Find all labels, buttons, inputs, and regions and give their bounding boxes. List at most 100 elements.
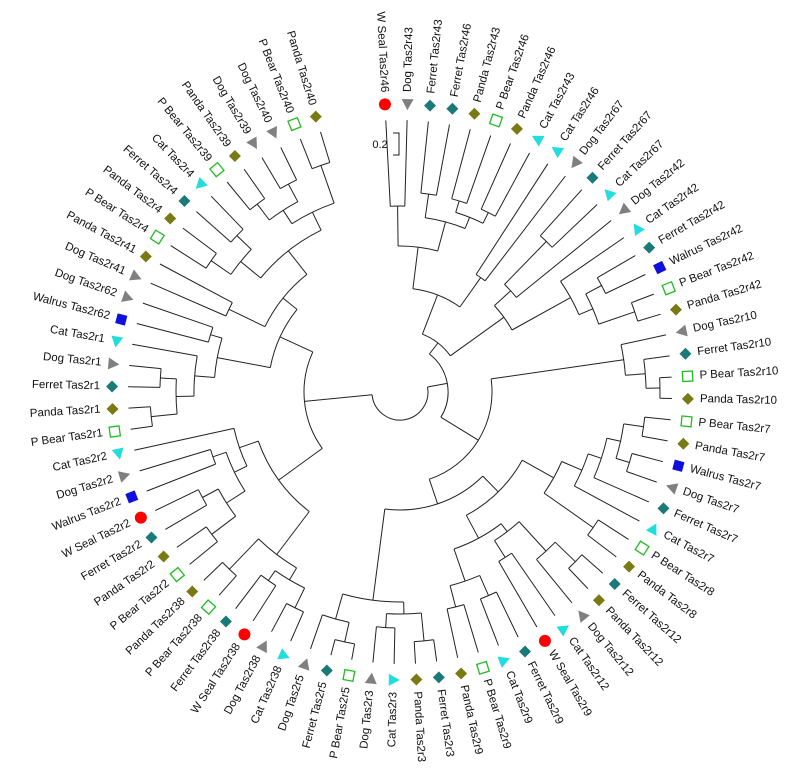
leaf-branch — [539, 189, 583, 237]
internal-branch — [236, 235, 252, 250]
leaf-marker-ferret-icon — [586, 171, 599, 184]
leaf-marker-cat-icon — [645, 523, 657, 536]
leaf-marker-p-bear-icon — [475, 660, 490, 675]
leaf-marker-panda-icon — [669, 303, 682, 316]
internal-branch — [453, 548, 466, 582]
clade-arc — [643, 359, 647, 389]
leaf-branch — [631, 453, 664, 463]
internal-branch — [276, 511, 310, 555]
internal-branch — [482, 212, 489, 224]
leaf-marker-w-seal-icon — [538, 634, 551, 647]
internal-branch — [521, 459, 554, 479]
leaf-marker-p-bear-icon — [108, 425, 122, 438]
leaf-marker-cat-icon — [604, 189, 617, 202]
internal-branch — [294, 587, 306, 609]
clade-arc — [480, 208, 496, 217]
clade-arc — [420, 192, 437, 196]
clade-arc — [425, 217, 466, 229]
internal-branch — [256, 203, 270, 221]
leaf-branch — [480, 143, 511, 210]
internal-branch — [412, 247, 419, 289]
clade-arc — [422, 333, 451, 357]
leaf-marker-walrus-icon — [672, 459, 685, 472]
internal-branch — [240, 261, 262, 279]
leaf-marker-ferret-icon — [320, 664, 333, 677]
internal-branch — [226, 490, 246, 504]
leaf-marker-ferret-icon — [106, 380, 119, 393]
leaf-marker-panda-icon — [106, 403, 119, 416]
leaf-branch — [551, 204, 598, 248]
internal-branch — [482, 475, 499, 493]
clade-arc — [620, 344, 626, 376]
leaf-marker-dog-icon — [578, 610, 590, 623]
leaf-branch — [159, 263, 233, 304]
leaf-marker-p-bear-icon — [169, 566, 186, 583]
clade-arc — [322, 614, 350, 623]
leaf-branch — [451, 129, 471, 199]
leaf-branch — [176, 526, 207, 548]
leaf-label: Cat Tas2r2 — [52, 450, 109, 474]
internal-branch — [585, 285, 602, 295]
clade-arc — [197, 489, 208, 506]
leaf-branch — [631, 293, 654, 304]
internal-branch — [282, 210, 293, 224]
leaf-branch — [218, 575, 237, 596]
leaf-label: Dog Tas2r43 — [402, 27, 416, 92]
internal-branch — [625, 373, 646, 376]
clade-arc — [225, 302, 233, 317]
leaf-branch — [196, 211, 232, 243]
leaf-branch — [659, 376, 672, 379]
leaf-marker-ferret-icon — [432, 671, 445, 684]
leaf-marker-cat-icon — [497, 656, 510, 668]
leaf-branch — [644, 416, 671, 421]
leaf-marker-panda-icon — [592, 594, 605, 607]
internal-branch — [211, 515, 237, 535]
leaf-branch — [479, 598, 499, 646]
leaf-marker-dog-icon — [121, 290, 134, 302]
leaf-label: Ferret Tas2r3 — [435, 688, 456, 757]
internal-branch — [239, 440, 259, 449]
leaf-branch — [637, 313, 661, 322]
leaf-branch — [351, 643, 356, 660]
clade-arc — [455, 211, 484, 224]
leaf-branch — [150, 282, 227, 317]
internal-branch — [450, 316, 505, 357]
leaf-marker-ferret-icon — [679, 347, 692, 360]
leaf-branch — [290, 611, 304, 642]
leaf-marker-panda-icon — [410, 673, 423, 686]
clade-arc — [429, 353, 449, 418]
leaf-branch — [495, 591, 519, 638]
leaf-label: P Bear Tas2r7 — [698, 417, 771, 436]
leaf-branch — [466, 135, 492, 204]
leaf-marker-panda-icon — [157, 550, 170, 563]
leaf-branch — [643, 355, 670, 360]
leaf-branch — [446, 608, 459, 658]
internal-branch — [500, 523, 508, 532]
leaf-branch — [132, 343, 198, 357]
leaf-branch — [139, 449, 211, 472]
leaf-label: Panda Tas2r3 — [411, 691, 427, 762]
leaf-marker-dog-icon — [618, 202, 632, 215]
leaf-branch — [154, 489, 199, 512]
leaf-marker-panda-icon — [139, 250, 152, 263]
leaf-label: Dog Tas2r10 — [692, 309, 758, 334]
leaf-branch — [130, 425, 153, 430]
leaf-branch — [605, 274, 646, 294]
internal-branch — [554, 541, 576, 563]
leaf-marker-panda-icon — [228, 150, 241, 163]
internal-branch — [459, 277, 482, 308]
internal-branch — [212, 451, 227, 458]
leaf-label: Cat Tas2r1 — [49, 324, 106, 346]
leaf-label: Cat Tas2r3 — [386, 692, 399, 748]
leaf-branch — [310, 614, 323, 650]
leaf-marker-w-seal-icon — [134, 511, 147, 524]
internal-branch — [420, 612, 425, 641]
leaf-label: Walrus Tas2r62 — [31, 291, 111, 323]
leaf-branch — [128, 406, 151, 409]
leaf-label: Ferret Tas2r10 — [697, 336, 773, 358]
leaf-branch — [261, 157, 281, 189]
leaf-marker-panda-icon — [677, 437, 690, 450]
internal-branch — [491, 359, 624, 380]
leaf-marker-ferret-icon — [608, 577, 621, 590]
clade-arc — [641, 417, 646, 437]
